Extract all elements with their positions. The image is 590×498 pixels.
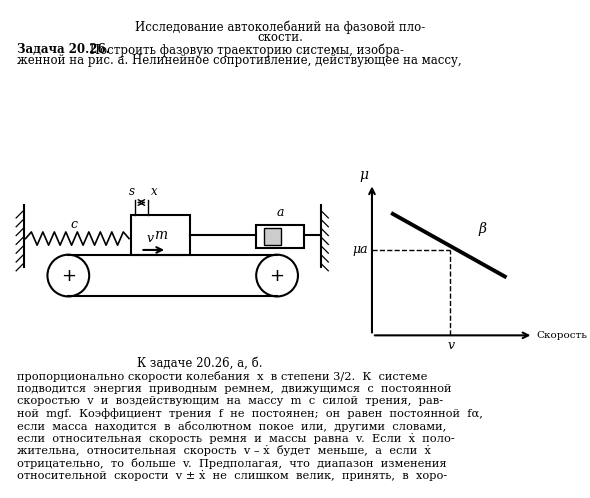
Text: +: + (270, 266, 284, 284)
Circle shape (256, 254, 298, 296)
Text: x: x (151, 185, 158, 198)
Text: относительной  скорости  v ± ẋ  не  слишком  велик,  принять,  в  хоро-: относительной скорости v ± ẋ не слишком… (17, 470, 447, 481)
Bar (131, 215, 190, 254)
Circle shape (47, 254, 89, 296)
Text: подводится  энергия  приводным  ремнем,  движущимся  с  постоянной: подводится энергия приводным ремнем, дви… (17, 384, 451, 394)
Text: s: s (129, 185, 135, 198)
Text: Скорость: Скорость (536, 331, 587, 340)
Text: если  масса  находится  в  абсолютном  покое  или,  другими  словами,: если масса находится в абсолютном покое … (17, 421, 446, 432)
Text: Построить фазовую траекторию системы, изобра-: Построить фазовую траекторию системы, из… (86, 43, 404, 57)
Text: жительна,  относительная  скорость  v – ẋ  будет  меньше,  а  если  ẋ: жительна, относительная скорость v – ẋ … (17, 445, 431, 457)
Text: ной  mgf.  Коэффициент  трения  f  не  постоянен;  он  равен  постоянной  fα,: ной mgf. Коэффициент трения f не постоян… (17, 408, 483, 419)
Text: μa: μa (353, 244, 368, 256)
Bar (256, 225, 304, 248)
Text: женной на рис. а. Нелинейное сопротивление, действующее на массу,: женной на рис. а. Нелинейное сопротивлен… (17, 53, 462, 67)
Text: пропорционально скорости колебания  x  в степени 3/2.  К  системе: пропорционально скорости колебания x в с… (17, 372, 428, 382)
Text: +: + (61, 266, 76, 284)
Text: μ: μ (359, 168, 368, 182)
Text: скости.: скости. (257, 31, 303, 44)
Text: c: c (71, 218, 77, 231)
Text: если  относительная  скорость  ремня  и  массы  равна  v.  Если  ẋ  поло-: если относительная скорость ремня и масс… (17, 433, 455, 444)
Text: отрицательно,  то  больше  v.  Предполагая,  что  диапазон  изменения: отрицательно, то больше v. Предполагая, … (17, 458, 447, 469)
Text: скоростью  v  и  воздействующим  на  массу  m  с  силой  трения,  рав-: скоростью v и воздействующим на массу m … (17, 396, 443, 406)
Text: v: v (146, 232, 153, 245)
Text: Исследование автоколебаний на фазовой пло-: Исследование автоколебаний на фазовой пл… (135, 20, 425, 34)
Text: β: β (478, 222, 486, 236)
Text: Задача 20.26.: Задача 20.26. (17, 43, 110, 56)
Text: m: m (154, 228, 167, 242)
Bar (264, 228, 281, 245)
Text: v: v (447, 339, 454, 352)
Text: К задаче 20.26, а, б.: К задаче 20.26, а, б. (136, 357, 262, 370)
Text: a: a (276, 206, 284, 219)
